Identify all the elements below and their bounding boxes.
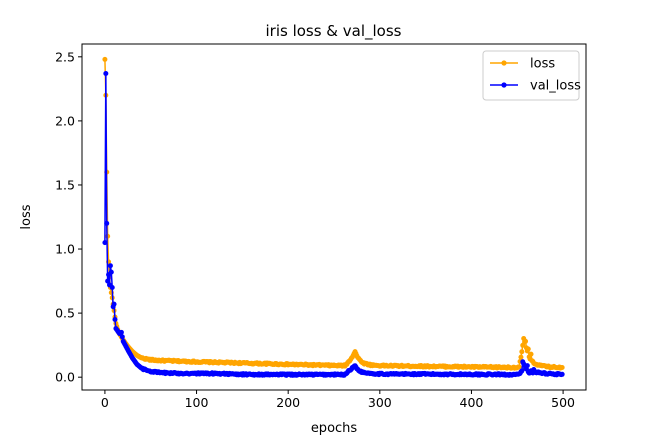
data-point: [519, 349, 525, 355]
y-axis-label: loss: [19, 204, 34, 229]
data-point: [559, 371, 565, 377]
data-point: [523, 338, 529, 344]
y-tick-label: 0.0: [55, 370, 75, 385]
x-tick-label: 100: [185, 395, 209, 410]
x-tick-label: 0: [101, 395, 109, 410]
data-point: [525, 346, 531, 352]
legend-marker-loss: [501, 60, 507, 66]
data-point: [107, 263, 113, 269]
x-tick-label: 200: [276, 395, 300, 410]
data-point: [108, 269, 114, 275]
data-point: [516, 364, 522, 370]
x-tick-label: 400: [460, 395, 484, 410]
data-point: [524, 363, 530, 369]
data-point: [105, 278, 111, 284]
y-tick-label: 2.0: [55, 113, 75, 128]
plot-frame: [81, 43, 587, 391]
series-loss: [102, 56, 565, 371]
chart-title: iris loss & val_loss: [265, 22, 401, 41]
legend-label-loss: loss: [530, 57, 555, 72]
data-point: [104, 220, 110, 226]
legend-marker-val-loss: [501, 82, 507, 88]
data-point: [119, 334, 125, 340]
data-point: [109, 284, 115, 290]
x-axis-label: epochs: [311, 421, 358, 436]
y-tick-label: 1.0: [55, 242, 75, 257]
data-point: [102, 240, 108, 246]
data-point: [102, 56, 108, 62]
data-point: [528, 351, 534, 357]
legend-label-val-loss: val_loss: [530, 79, 581, 94]
x-tick-label: 500: [551, 395, 575, 410]
y-tick-label: 0.5: [55, 306, 75, 321]
data-point: [118, 329, 124, 335]
y-axis-ticks: 0.0 0.5 1.0 1.5 2.0 2.5: [55, 49, 82, 385]
x-axis-ticks: 0 100 200 300 400 500: [101, 390, 575, 410]
legend: loss val_loss: [482, 50, 581, 101]
series-val-loss: [102, 70, 565, 378]
data-point: [112, 317, 118, 323]
data-point: [103, 70, 109, 76]
data-point: [559, 364, 565, 370]
data-point: [111, 301, 117, 307]
data-point: [518, 354, 524, 360]
x-tick-label: 300: [368, 395, 392, 410]
y-tick-label: 2.5: [55, 49, 75, 64]
series-layer: [102, 56, 565, 378]
y-tick-label: 1.5: [55, 177, 75, 192]
data-point: [519, 368, 525, 374]
